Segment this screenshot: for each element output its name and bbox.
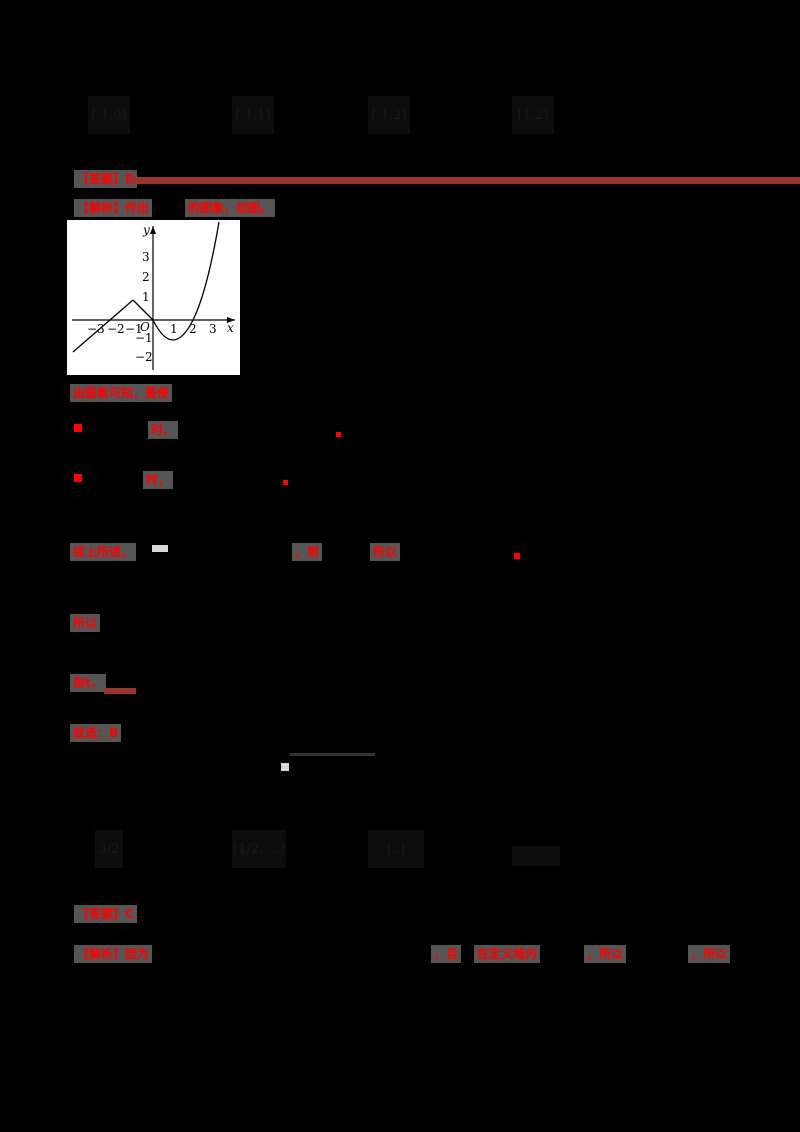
svg-text:−3: −3: [87, 322, 105, 336]
option-d: ...: [512, 846, 560, 866]
option-d: [1,2]: [512, 96, 554, 134]
result-label: 则t，: [70, 674, 106, 692]
period-marker: [336, 432, 341, 437]
svg-text:−1: −1: [135, 331, 153, 345]
function-graph: −3 −2 −1 1 2 3 3 2 1 −1 −2 O x y: [67, 220, 240, 375]
svg-text:−1: −1: [125, 322, 143, 336]
option-text: [-1,2]: [371, 107, 407, 123]
case1-mid: 时，: [148, 421, 179, 439]
blank-box: [281, 763, 289, 771]
then-label: ，则: [292, 543, 323, 561]
svg-text:2: 2: [189, 322, 197, 336]
section-divider: [128, 177, 800, 184]
svg-text:y: y: [142, 223, 150, 237]
step-label: 由图象可知，要使: [70, 384, 173, 402]
answer-label: 【答案】B: [74, 170, 138, 188]
analysis-label-2: 【解析】因为: [74, 945, 153, 963]
option-a: 3/2: [95, 830, 123, 868]
end-label: ，所以: [688, 945, 731, 963]
svg-text:2: 2: [142, 270, 150, 284]
period-marker: [283, 480, 288, 485]
svg-text:−2: −2: [107, 322, 125, 336]
sqrt-bar: [290, 753, 375, 756]
case2-mid: 时，: [143, 471, 174, 489]
option-a: [-1,0]: [88, 96, 130, 134]
blank-box: [152, 545, 168, 552]
svg-text:3: 3: [209, 322, 217, 336]
so-label: ，所以: [584, 945, 627, 963]
option-text: [-1,0]: [91, 107, 127, 123]
combined-label: 综上所述，: [70, 543, 137, 561]
svg-text:O: O: [140, 320, 150, 334]
svg-text:x: x: [227, 321, 234, 335]
option-text: [..]: [386, 841, 406, 857]
option-b: [1/2, ...]: [232, 830, 286, 868]
case1-marker: [74, 424, 82, 432]
option-text: 3/2: [98, 841, 120, 857]
option-b: [-1,1]: [232, 96, 274, 134]
svg-text:1: 1: [170, 322, 178, 336]
option-text: [1/2, ...]: [233, 841, 285, 857]
option-text: ...: [529, 848, 543, 864]
then-label-2: 所以: [370, 543, 401, 561]
case2-marker: [74, 474, 82, 482]
mono-label: 在定义域内: [474, 945, 541, 963]
underline: [104, 688, 136, 694]
analysis-tail: 的图象，如图。: [185, 199, 276, 217]
option-text: [1,2]: [517, 107, 549, 123]
range-label: 所以: [70, 614, 101, 632]
svg-text:3: 3: [142, 250, 150, 264]
option-text: [-1,1]: [235, 107, 271, 123]
svg-text:1: 1: [142, 290, 150, 304]
then-label-q2: ，且: [431, 945, 462, 963]
conclusion-label: 故选：B: [70, 724, 122, 742]
svg-text:−2: −2: [135, 350, 153, 364]
option-c: [-1,2]: [368, 96, 410, 134]
option-c: [..]: [368, 830, 424, 868]
period-marker: [514, 553, 520, 559]
analysis-label: 【解析】作出: [74, 199, 153, 217]
answer-label-2: 【答案】C: [74, 905, 137, 923]
